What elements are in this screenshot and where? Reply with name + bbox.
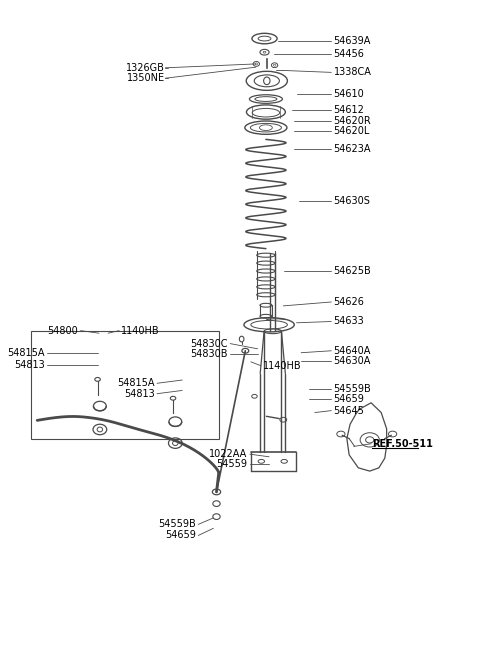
- Text: 54815A: 54815A: [117, 379, 155, 388]
- Text: 54639A: 54639A: [334, 35, 371, 45]
- Text: 54659: 54659: [165, 531, 196, 541]
- Text: 1022AA: 1022AA: [209, 449, 248, 459]
- Text: 54800: 54800: [48, 325, 78, 336]
- Text: 54612: 54612: [334, 105, 364, 115]
- Text: 54630S: 54630S: [334, 196, 371, 206]
- Text: REF.50-511: REF.50-511: [372, 439, 433, 449]
- Text: 1338CA: 1338CA: [334, 68, 372, 77]
- Text: 1350NE: 1350NE: [127, 73, 165, 83]
- Text: 54633: 54633: [334, 316, 364, 327]
- Text: 54559B: 54559B: [334, 384, 372, 394]
- Text: 54559: 54559: [216, 459, 248, 469]
- Text: 54559B: 54559B: [158, 520, 196, 529]
- Text: 1326GB: 1326GB: [126, 63, 165, 73]
- Text: 54456: 54456: [334, 49, 364, 58]
- Text: 54623A: 54623A: [334, 144, 371, 154]
- Text: 54813: 54813: [14, 360, 45, 370]
- Text: 54620L: 54620L: [334, 126, 370, 136]
- Text: 54830B: 54830B: [191, 349, 228, 359]
- Text: 54625B: 54625B: [334, 266, 372, 276]
- Text: 54815A: 54815A: [8, 348, 45, 358]
- Text: 54830C: 54830C: [191, 338, 228, 348]
- Text: 1140HB: 1140HB: [263, 361, 302, 371]
- Text: 54610: 54610: [334, 89, 364, 99]
- Text: 54630A: 54630A: [334, 356, 371, 366]
- Text: 54640A: 54640A: [334, 346, 371, 356]
- Text: 54620R: 54620R: [334, 116, 372, 126]
- Text: 54659: 54659: [334, 394, 364, 404]
- Text: 54813: 54813: [124, 389, 155, 399]
- Text: 54645: 54645: [334, 405, 364, 416]
- Text: 54626: 54626: [334, 297, 364, 307]
- Text: 1140HB: 1140HB: [121, 325, 160, 336]
